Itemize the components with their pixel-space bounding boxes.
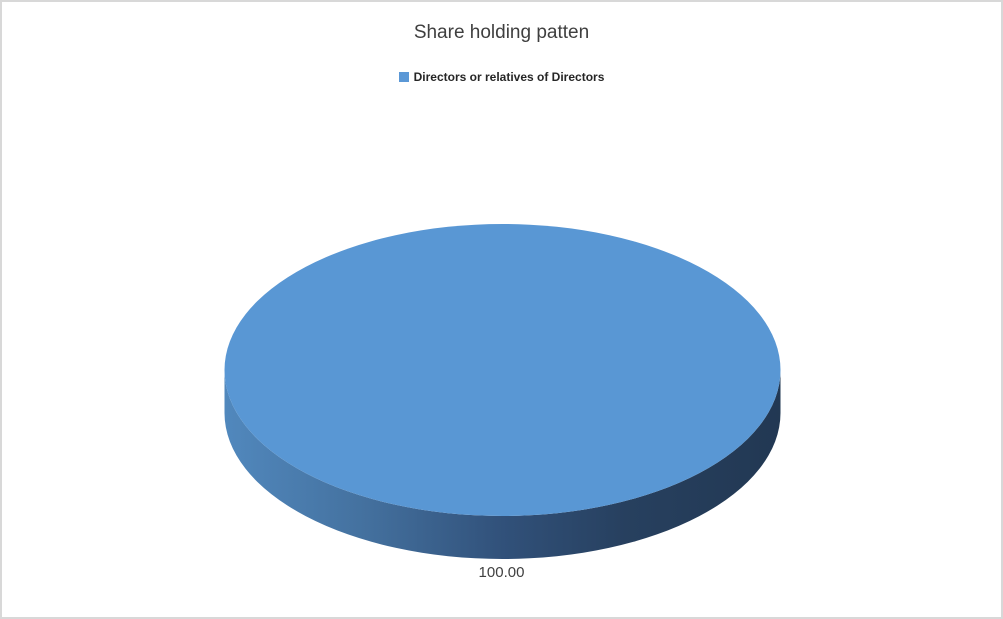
pie-slice-side xyxy=(224,370,781,559)
legend: Directors or relatives of Directors xyxy=(2,70,1001,84)
legend-item-label: Directors or relatives of Directors xyxy=(413,70,605,84)
legend-marker-icon xyxy=(398,72,409,82)
chart-title: Share holding patten xyxy=(413,22,590,43)
data-label: 100.00 xyxy=(478,564,525,581)
pie-slice-top xyxy=(224,224,781,516)
